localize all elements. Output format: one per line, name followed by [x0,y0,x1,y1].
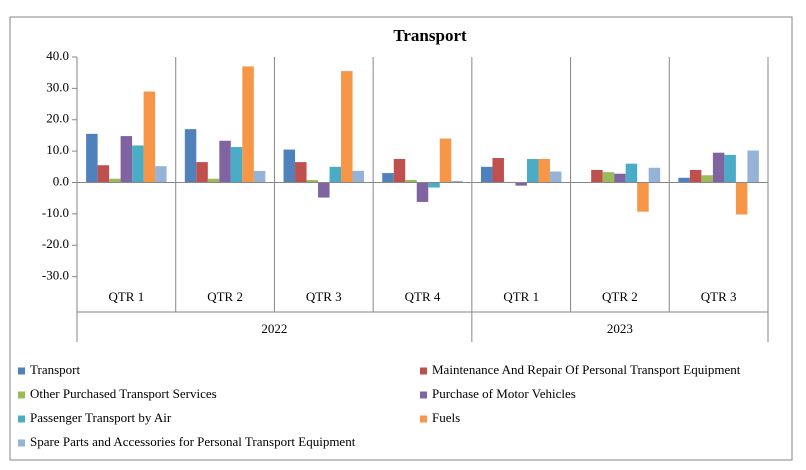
bar [196,162,208,183]
legend-label: Maintenance And Repair Of Personal Trans… [432,362,741,377]
bar [184,129,197,183]
bar [591,169,603,183]
bar [439,138,452,183]
bar [352,170,365,183]
bar [712,152,725,183]
bar [549,171,562,183]
y-tick-label: -30.0 [42,268,69,283]
bar [382,173,394,183]
y-tick-label: 40.0 [46,48,69,63]
x-tick-label: QTR 1 [108,289,144,304]
x-tick-label: QTR 2 [602,289,638,304]
y-tick-label: 0.0 [53,173,69,188]
legend-swatch [420,367,427,375]
bar [416,182,429,202]
bar [230,147,243,183]
bar [109,178,121,183]
bar [86,133,98,183]
chart-frame [9,16,793,461]
bar [689,169,702,183]
legend-swatch [420,391,427,399]
legend-swatch [18,439,25,447]
legend-label: Fuels [432,410,460,425]
x-tick-label: QTR 2 [207,289,243,304]
bar [219,140,231,183]
legend-label: Passenger Transport by Air [30,410,172,425]
bar [295,162,307,183]
bar [329,166,342,183]
bar [143,91,156,183]
bar [428,182,440,188]
bar [207,178,220,183]
bar [242,66,254,183]
bar [132,145,144,183]
bar [318,182,330,198]
group-label: 2023 [607,321,633,336]
bar [341,71,353,183]
bar [253,170,266,183]
legend-swatch [420,415,427,423]
x-tick-label: QTR 3 [306,289,342,304]
bar [625,163,638,183]
y-tick-label: 10.0 [46,142,69,157]
bar [724,154,736,183]
legend-label: Purchase of Motor Vehicles [432,386,576,401]
bar [97,165,110,183]
bar [120,136,133,183]
bar [492,158,504,183]
y-tick-label: -10.0 [42,205,69,220]
chart-title: Transport [393,26,467,45]
bar [155,166,167,183]
y-tick-label: -20.0 [42,236,69,251]
bar [538,158,550,183]
bar [526,158,539,183]
legend-swatch [18,415,25,423]
bar [480,166,493,183]
bar [648,167,661,183]
legend-swatch [18,367,25,375]
bar [515,182,527,186]
bar [602,172,615,183]
x-tick-label: QTR 1 [503,289,539,304]
legend-swatch [18,391,25,399]
bar [747,150,759,183]
bar [637,182,649,212]
x-tick-label: QTR 3 [701,289,737,304]
legend-label: Other Purchased Transport Services [30,386,217,401]
legend-label: Spare Parts and Accessories for Personal… [30,434,356,449]
bar [735,182,748,215]
group-label: 2022 [261,321,287,336]
bar [451,180,463,183]
bar [614,173,626,183]
y-tick-label: 20.0 [46,111,69,126]
bar [393,158,406,183]
bar [283,149,296,183]
y-tick-label: 30.0 [46,79,69,94]
bar [701,175,713,183]
legend-label: Transport [30,362,80,377]
bar [678,177,690,183]
bar [306,179,319,183]
bar [405,179,417,183]
x-tick-label: QTR 4 [405,289,441,304]
